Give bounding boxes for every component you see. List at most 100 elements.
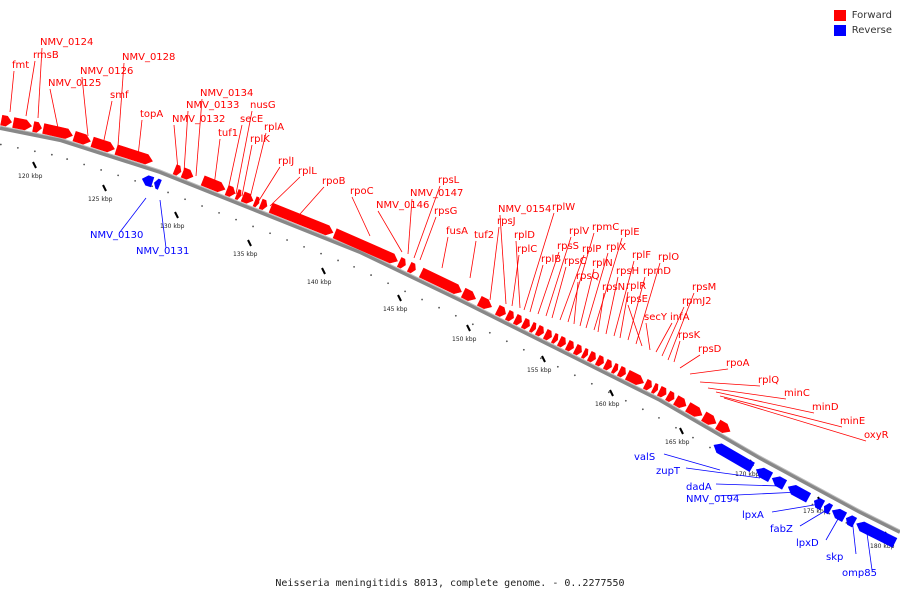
scale-dot (641, 408, 644, 411)
gene-label-forward: rplX (606, 242, 626, 253)
forward-leader (137, 119, 143, 157)
scale-dot (658, 417, 660, 419)
reverse-leader (685, 467, 761, 479)
gene-label-forward: tuf2 (474, 230, 494, 241)
gene-label-forward: NMV_0128 (122, 52, 175, 63)
gene-forward (476, 295, 492, 309)
gene-reverse (831, 508, 848, 522)
gene-label-forward: NMV_0154 (498, 204, 551, 215)
gene-forward (534, 324, 544, 337)
scale-dot (675, 426, 677, 429)
forward-leader (213, 138, 221, 187)
scale-tick (541, 355, 546, 363)
gene-reverse (845, 515, 858, 528)
gene-label-forward: rplL (298, 166, 317, 177)
gene-label-forward: NMV_0124 (40, 37, 93, 48)
scale-tick (679, 427, 684, 435)
forward-leader (117, 62, 125, 147)
scale-dot (66, 158, 69, 160)
scale-label: 145 kbp (383, 306, 408, 313)
forward-leader (679, 354, 701, 369)
scale-tick (247, 239, 252, 247)
gene-forward (616, 365, 626, 378)
scale-dot (607, 391, 610, 394)
scale-dot (421, 298, 423, 301)
forward-leader (511, 254, 520, 307)
scale-dot (471, 323, 474, 326)
gene-label-forward: rpsJ (497, 216, 516, 227)
scale-dot (692, 436, 694, 439)
forward-leader (469, 240, 477, 279)
gene-label-forward: NMV_0125 (48, 78, 101, 89)
scale-dot (828, 512, 831, 515)
legend-forward: Forward (833, 8, 892, 23)
gene-label-forward: rpsC (564, 256, 587, 267)
gene-label-forward: rplB (541, 254, 561, 265)
gene-label-reverse: valS (634, 452, 655, 463)
gene-label-forward: rpoA (726, 358, 750, 369)
gene-forward (556, 335, 566, 348)
gene-forward (494, 304, 506, 317)
forward-leader (241, 144, 253, 197)
scale-dot (151, 185, 154, 188)
gene-label-forward: NMV_0147 (410, 188, 463, 199)
forward-leader (523, 212, 555, 311)
gene-label-forward: rpsL (438, 175, 460, 186)
gene-label-forward: rpsG (434, 206, 457, 217)
gene-label-forward: rplQ (758, 375, 779, 386)
scale-dot (539, 357, 542, 360)
scale-label: 130 kbp (160, 223, 185, 230)
forward-leader (195, 98, 203, 177)
gene-forward (90, 136, 115, 153)
gene-forward (542, 328, 552, 341)
gene-label-forward: rpsN (602, 282, 625, 293)
gene-label-forward: rpsQ (576, 271, 600, 282)
gene-label-forward: rplJ (278, 156, 294, 167)
gene-forward (406, 261, 416, 274)
forward-leader (699, 381, 761, 387)
gene-reverse (787, 485, 812, 503)
scale-label: 155 kbp (527, 367, 552, 374)
scale-dot (320, 252, 322, 255)
gene-label-forward: smf (110, 90, 129, 101)
gene-forward (332, 228, 398, 264)
scale-label: 140 kbp (307, 279, 332, 286)
scale-dot (522, 348, 525, 351)
forward-leader (529, 264, 544, 313)
scale-dot (337, 259, 339, 262)
gene-label-forward: rplV (569, 226, 589, 237)
gene-forward (594, 354, 604, 367)
scale-label: 160 kbp (595, 401, 620, 408)
forward-leader (593, 237, 623, 331)
gene-label-forward: oxyR (864, 430, 889, 441)
gene-forward (624, 369, 644, 385)
gene-label-forward: minD (812, 402, 839, 413)
scale-dot (252, 225, 254, 228)
gene-label-forward: minE (840, 416, 865, 427)
gene-forward (114, 144, 153, 165)
gene-label-forward: rplE (620, 227, 640, 238)
gene-forward (200, 175, 226, 193)
scale-dot (184, 198, 186, 201)
scale-label: 120 kbp (18, 173, 43, 180)
gene-forward (460, 287, 476, 301)
gene-label-forward: tuf1 (218, 128, 238, 139)
scale-tick (102, 184, 107, 192)
forward-leader (419, 216, 437, 261)
gene-label-reverse: lpxD (796, 538, 819, 549)
gene-label-forward: rpmJ2 (682, 296, 712, 307)
forward-leader (723, 397, 867, 442)
gene-reverse (713, 443, 755, 472)
reverse-leader (663, 453, 721, 471)
gene-label-forward: NMV_0134 (200, 88, 253, 99)
reverse-leader (715, 491, 801, 497)
scale-tick (174, 211, 179, 219)
gene-forward (650, 382, 659, 394)
forward-leader (661, 306, 685, 357)
scale-tick (32, 161, 37, 169)
forward-leader (645, 322, 651, 351)
gene-label-forward: NMV_0132 (172, 114, 225, 125)
forward-leader (673, 340, 681, 363)
scale-dot (167, 191, 169, 194)
gene-forward (665, 390, 675, 403)
